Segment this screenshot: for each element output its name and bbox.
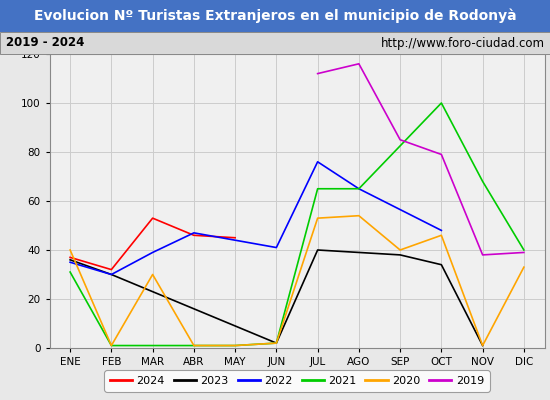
Text: http://www.foro-ciudad.com: http://www.foro-ciudad.com (381, 36, 544, 50)
Text: Evolucion Nº Turistas Extranjeros en el municipio de Rodonyà: Evolucion Nº Turistas Extranjeros en el … (34, 9, 516, 23)
Legend: 2024, 2023, 2022, 2021, 2020, 2019: 2024, 2023, 2022, 2021, 2020, 2019 (104, 370, 490, 392)
Text: 2019 - 2024: 2019 - 2024 (6, 36, 84, 50)
